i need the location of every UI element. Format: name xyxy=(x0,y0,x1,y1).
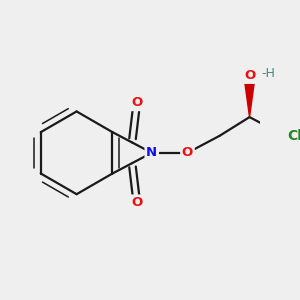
Polygon shape xyxy=(244,76,255,117)
Text: Cl: Cl xyxy=(287,129,300,143)
Text: -H: -H xyxy=(261,67,275,80)
Text: O: O xyxy=(244,69,255,82)
Text: N: N xyxy=(146,146,157,159)
Text: O: O xyxy=(182,146,193,159)
Text: O: O xyxy=(131,97,142,110)
Text: O: O xyxy=(131,196,142,209)
